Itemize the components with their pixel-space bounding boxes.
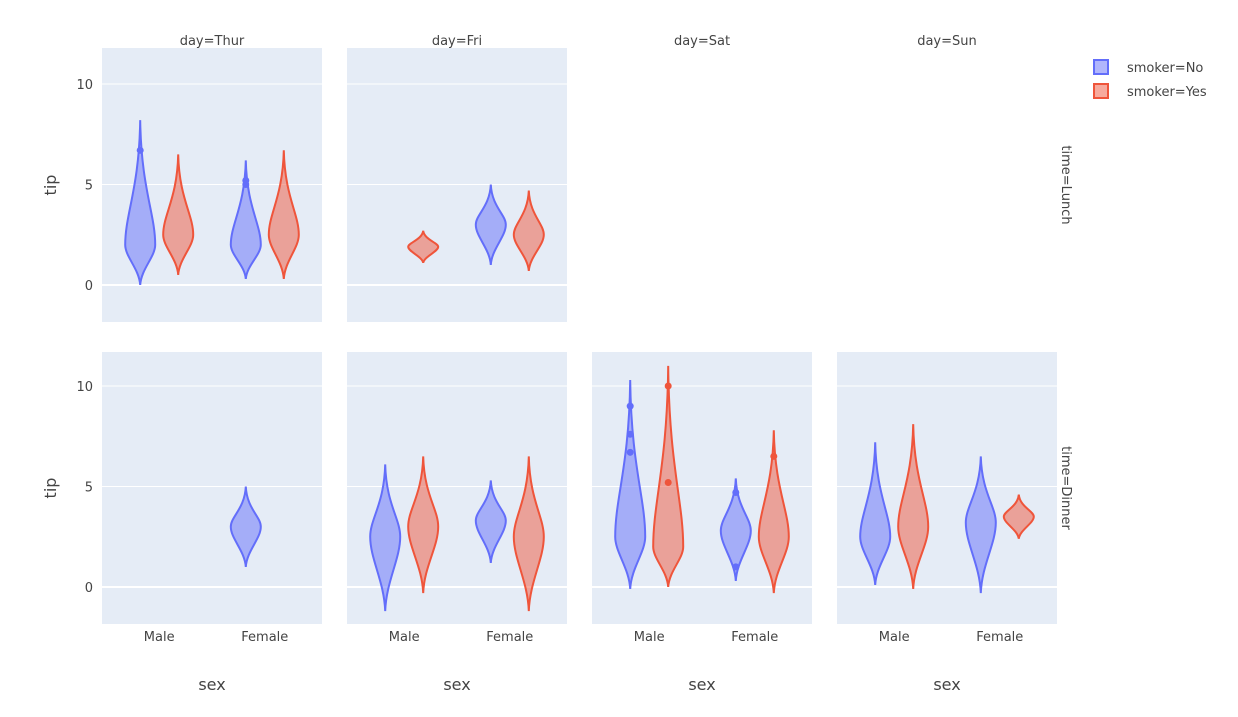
violin-female-smoker-yes[interactable] [267, 150, 300, 280]
outlier-point[interactable] [626, 402, 634, 410]
outlier-point[interactable] [664, 382, 672, 390]
violin-male-smoker-no[interactable] [124, 120, 157, 286]
legend-swatch [1093, 83, 1109, 99]
y-tick-label: 0 [85, 581, 93, 596]
x-tick-label-male: Male [144, 630, 175, 645]
y-tick-label: 5 [85, 179, 93, 194]
x-tick-label-female: Female [976, 630, 1023, 645]
outlier-point[interactable] [770, 452, 778, 460]
labels-layer: day=Thur day=Fri day=Sat day=Sun time=Lunch t… [41, 34, 1073, 694]
y-axis-title: tip [41, 478, 60, 499]
violin-female-smoker-yes[interactable] [757, 430, 790, 594]
facet-title-dinner: time=Dinner [1058, 446, 1073, 530]
violin-female-smoker-yes[interactable] [512, 456, 545, 612]
violin-female-smoker-no[interactable] [474, 480, 507, 563]
outlier-point[interactable] [242, 176, 250, 184]
y-tick-label: 10 [76, 380, 93, 395]
y-axis-title: tip [41, 175, 60, 196]
x-tick-label-male: Male [634, 630, 665, 645]
outlier-point[interactable] [732, 489, 740, 497]
outlier-point[interactable] [626, 430, 634, 438]
violin-male-smoker-yes[interactable] [897, 424, 930, 590]
x-tick-label-female: Female [731, 630, 778, 645]
x-axis-title: sex [198, 675, 225, 694]
y-tick-label: 0 [85, 279, 93, 294]
x-axis-title: sex [933, 675, 960, 694]
facet-title-sat: day=Sat [674, 34, 730, 49]
violin-male-smoker-yes[interactable] [407, 230, 440, 264]
violin-male-smoker-yes[interactable] [162, 154, 195, 276]
y-tick-label: 10 [76, 78, 93, 93]
facet-title-lunch: time=Lunch [1058, 145, 1073, 224]
violin-male-smoker-yes[interactable] [407, 456, 440, 594]
outlier-point[interactable] [626, 448, 634, 456]
violin-female-smoker-yes[interactable] [1002, 494, 1035, 540]
x-tick-label-male: Male [389, 630, 420, 645]
legend-label: smoker=Yes [1127, 85, 1207, 100]
violin-male-smoker-no[interactable] [369, 464, 402, 612]
violin-male-smoker-yes[interactable] [652, 365, 685, 588]
legend-item-smoker-no[interactable]: smoker=No [1093, 59, 1203, 76]
y-tick-label: 5 [85, 481, 93, 496]
legend-label: smoker=No [1127, 61, 1203, 76]
violin-male-smoker-no[interactable] [859, 442, 892, 586]
outlier-point[interactable] [136, 146, 144, 154]
facet-title-fri: day=Fri [432, 34, 482, 49]
x-tick-label-male: Male [879, 630, 910, 645]
violin-female-smoker-no[interactable] [229, 486, 262, 568]
panel-dinner-thur [102, 352, 322, 624]
facet-title-thur: day=Thur [180, 34, 245, 49]
violin-female-smoker-yes[interactable] [512, 190, 545, 272]
x-tick-label-female: Female [241, 630, 288, 645]
outlier-point[interactable] [732, 563, 740, 571]
facet-title-sun: day=Sun [917, 34, 977, 49]
legend-item-smoker-yes[interactable]: smoker=Yes [1093, 83, 1207, 100]
outlier-point[interactable] [664, 478, 672, 486]
violin-female-smoker-no[interactable] [229, 160, 262, 280]
violins-layer [124, 120, 1035, 612]
violin-male-smoker-no[interactable] [614, 379, 647, 590]
violin-female-smoker-no[interactable] [719, 478, 752, 582]
x-axis-title: sex [443, 675, 470, 694]
x-axis-title: sex [688, 675, 715, 694]
legend-swatch [1093, 59, 1109, 75]
legend[interactable]: smoker=No smoker=Yes [1093, 59, 1207, 100]
x-tick-label-female: Female [486, 630, 533, 645]
violin-female-smoker-no[interactable] [964, 456, 997, 594]
violin-female-smoker-no[interactable] [474, 184, 507, 266]
